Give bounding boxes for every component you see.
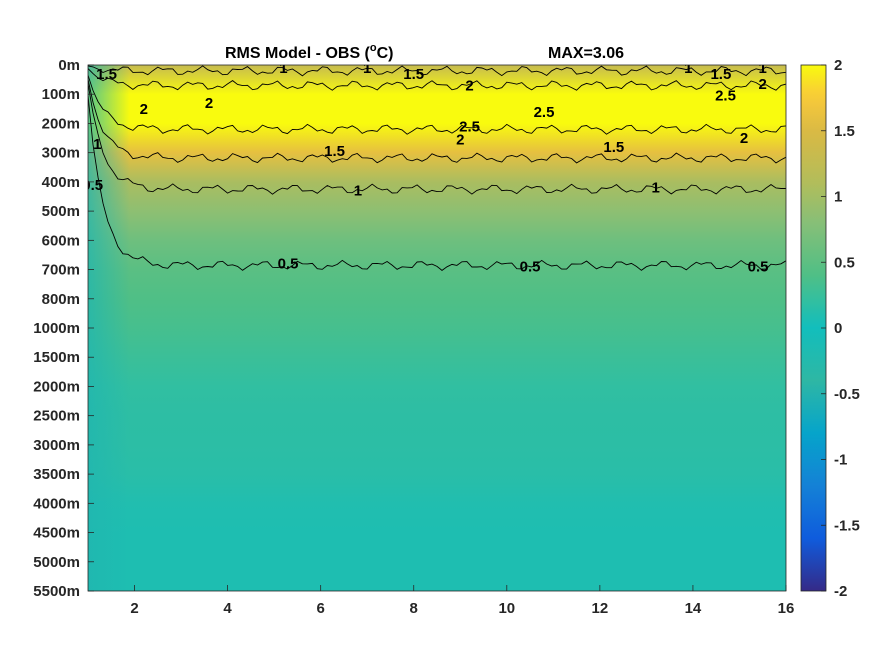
colorbar-tick-label: -1.5 bbox=[834, 517, 860, 534]
x-tick-label: 4 bbox=[223, 600, 232, 617]
contour-label: 1.5 bbox=[603, 139, 624, 156]
y-tick-label: 3500m bbox=[33, 466, 80, 483]
x-tick-label: 8 bbox=[410, 600, 418, 617]
contour-lines bbox=[88, 65, 786, 271]
y-tick-label: 4000m bbox=[33, 495, 80, 512]
contour-label: 2 bbox=[740, 130, 748, 147]
colorbar-tick-label: 2 bbox=[834, 57, 842, 74]
y-tick-label: 5500m bbox=[33, 583, 80, 600]
contour-label: 1 bbox=[363, 60, 371, 77]
contour-label: 2 bbox=[140, 101, 148, 118]
contour-label: 1.5 bbox=[403, 66, 424, 83]
y-tick-label: 800m bbox=[42, 291, 80, 308]
contour-label: 1.5 bbox=[324, 143, 345, 160]
contour-label: 2 bbox=[456, 132, 464, 149]
x-tick-label: 6 bbox=[316, 600, 324, 617]
x-tick-label: 16 bbox=[778, 600, 795, 617]
contour-label: 2 bbox=[465, 78, 473, 95]
y-tick-label: 1500m bbox=[33, 349, 80, 366]
heatmap-plot-area: 1.5 1 1 1.5 1 1.5 12 22.52 22.52.52 21 1.5 1.50.5 1 1… bbox=[82, 60, 786, 591]
contour-label: 0.5 bbox=[278, 256, 299, 273]
y-axis-ticks: 0m 100m 200m 300m 400m 500m 600m 700m 800m 1000m 1… bbox=[33, 57, 94, 600]
contour-line bbox=[88, 75, 786, 135]
colorbar-tick-label: 1.5 bbox=[834, 123, 855, 140]
contour-line bbox=[88, 95, 786, 271]
y-tick-label: 1000m bbox=[33, 320, 80, 337]
contour-label: 2.5 bbox=[715, 88, 736, 105]
contour-label: 1 bbox=[684, 60, 692, 77]
x-tick-label: 12 bbox=[592, 600, 609, 617]
contour-label: 1 bbox=[759, 60, 767, 77]
colorbar-tick-label: -0.5 bbox=[834, 386, 860, 403]
x-tick-label: 2 bbox=[130, 600, 138, 617]
y-tick-label: 2500m bbox=[33, 408, 80, 425]
colorbar-tick-label: -1 bbox=[834, 452, 847, 469]
contour-label: 1 bbox=[354, 183, 362, 200]
x-tick-label: 10 bbox=[498, 600, 515, 617]
contour-label: 0.5 bbox=[520, 259, 541, 276]
contour-label: 2.5 bbox=[534, 104, 555, 121]
y-tick-label: 3000m bbox=[33, 437, 80, 454]
y-tick-label: 4500m bbox=[33, 525, 80, 542]
contour-line bbox=[88, 83, 786, 195]
y-tick-label: 300m bbox=[42, 145, 80, 162]
x-axis-ticks: 2 4 6 8 10 12 14 16 bbox=[130, 585, 794, 617]
y-tick-label: 5000m bbox=[33, 554, 80, 571]
max-value-label: MAX=3.06 bbox=[548, 45, 624, 62]
y-tick-label: 400m bbox=[42, 174, 80, 191]
contour-label: 1.5 bbox=[710, 66, 731, 83]
contour-label: 0.5 bbox=[748, 259, 769, 276]
colorbar-ticks: 2 1.5 1 0.5 0 -0.5 -1 -1.5 -2 bbox=[821, 57, 860, 600]
colorbar-tick-label: 0.5 bbox=[834, 254, 855, 271]
y-tick-label: 600m bbox=[42, 232, 80, 249]
colorbar-tick-label: 1 bbox=[834, 189, 842, 206]
contour-label: 2 bbox=[205, 95, 213, 112]
contour-line bbox=[88, 79, 786, 164]
contour-label: 1 bbox=[93, 136, 101, 153]
y-tick-label: 0m bbox=[58, 57, 80, 74]
colorbar-tick-label: -2 bbox=[834, 583, 847, 600]
contour-line bbox=[88, 68, 786, 91]
y-tick-label: 2000m bbox=[33, 378, 80, 395]
contour-label: 1 bbox=[652, 180, 660, 197]
contour-label: 1 bbox=[279, 60, 287, 77]
contour-label: 1.5 bbox=[96, 66, 117, 83]
y-tick-label: 200m bbox=[42, 115, 80, 132]
chart-title: RMS Model - OBS (oC) bbox=[225, 42, 394, 62]
y-tick-label: 500m bbox=[42, 203, 80, 220]
y-tick-label: 700m bbox=[42, 262, 80, 279]
heatmap-left-edge-shading bbox=[88, 65, 786, 591]
contour-label: 2.5 bbox=[459, 118, 480, 135]
y-tick-label: 100m bbox=[42, 86, 80, 103]
x-tick-label: 14 bbox=[685, 600, 702, 617]
contour-label: 2 bbox=[759, 76, 767, 93]
contour-line bbox=[88, 65, 786, 77]
colorbar-tick-label: 0 bbox=[834, 320, 842, 337]
contour-labels: 1.5 1 1 1.5 1 1.5 12 22.52 22.52.52 21 1.5 1.50.5 1 1… bbox=[82, 60, 769, 276]
contour-label: 0.5 bbox=[82, 177, 103, 194]
